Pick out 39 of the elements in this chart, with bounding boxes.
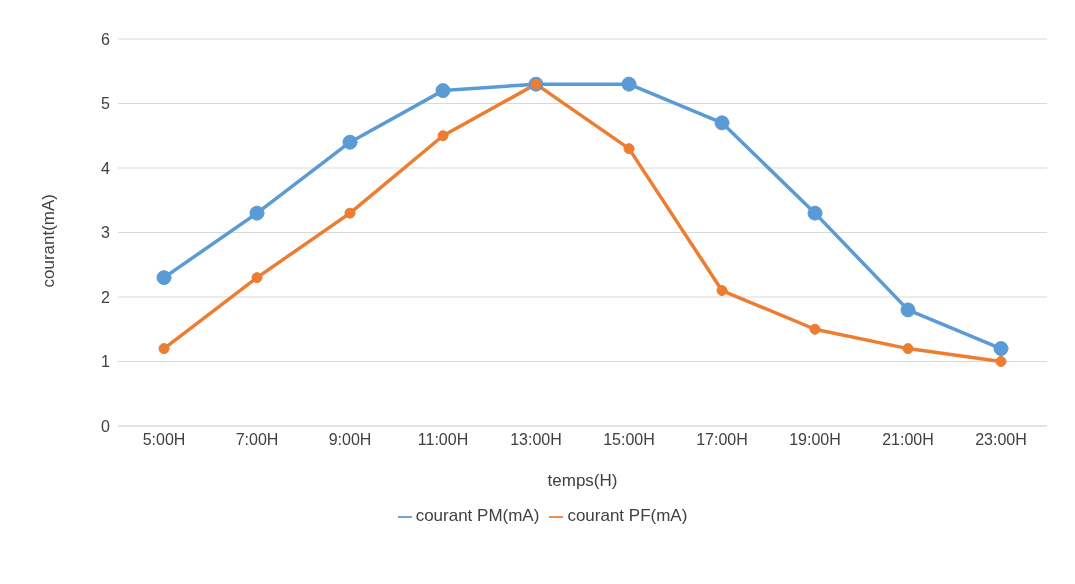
x-tick-label: 19:00H [789, 431, 841, 449]
point [995, 356, 1007, 367]
x-tick-label: 13:00H [510, 431, 562, 449]
x-tick-label: 5:00H [142, 431, 186, 449]
point [807, 205, 823, 221]
point [249, 205, 265, 221]
x-tick-label: 7:00H [235, 431, 279, 449]
point [993, 341, 1009, 357]
y-axis-title: courant(mA) [39, 193, 59, 288]
x-tick-label: 15:00H [603, 431, 655, 449]
point [716, 285, 728, 297]
point [714, 115, 730, 131]
point [900, 302, 916, 318]
point [158, 343, 170, 355]
point [623, 143, 635, 155]
y-tick-label: 1 [101, 353, 111, 371]
point [435, 83, 451, 99]
x-tick-label: 9:00H [328, 431, 372, 449]
point [902, 343, 914, 355]
y-tick-label: 5 [101, 95, 111, 113]
point [437, 130, 449, 142]
y-tick-label: 2 [101, 288, 111, 306]
x-tick-label: 11:00H [417, 431, 469, 449]
legend-label: courant PF(mA) [567, 506, 688, 525]
legend-label: courant PM(mA) [415, 506, 540, 525]
point [344, 207, 356, 219]
y-tick-label: 6 [101, 30, 111, 48]
x-tick-label: 21:00H [882, 431, 934, 449]
point [621, 76, 637, 92]
point [156, 270, 172, 286]
y-tick-label: 4 [101, 159, 111, 177]
x-axis-title: temps(H) [547, 471, 618, 490]
point [342, 134, 358, 150]
x-tick-label: 17:00H [696, 431, 748, 449]
point [809, 323, 821, 335]
y-tick-label: 0 [101, 417, 111, 435]
point [251, 272, 263, 284]
x-tick-label: 23:00H [975, 431, 1027, 449]
y-tick-label: 3 [101, 224, 111, 242]
